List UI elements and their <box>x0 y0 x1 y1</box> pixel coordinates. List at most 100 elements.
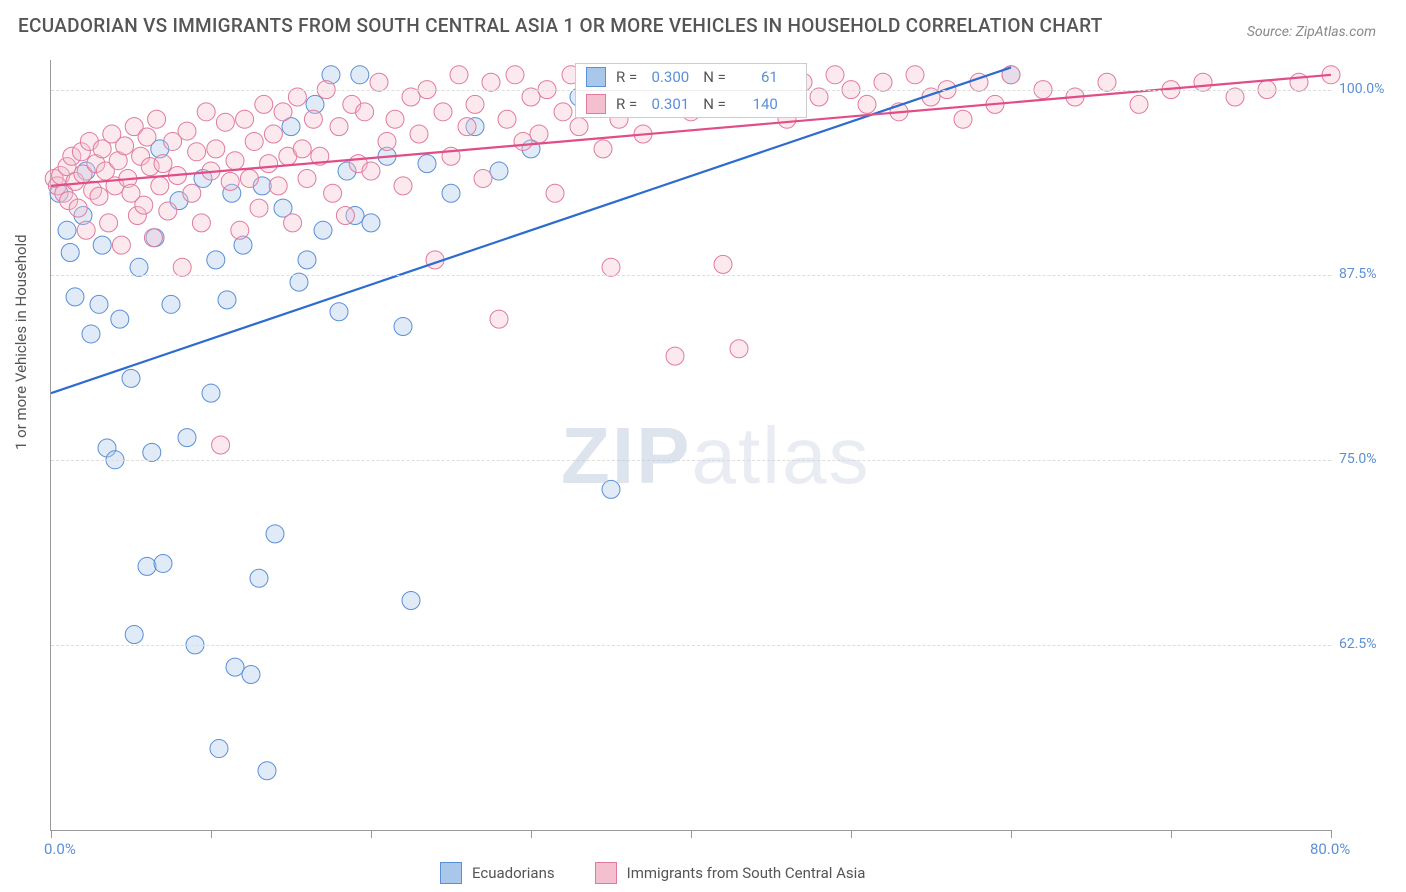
data-point <box>116 137 134 155</box>
data-point <box>226 658 244 676</box>
data-point <box>162 295 180 313</box>
data-point <box>304 110 322 128</box>
chart-title: ECUADORIAN VS IMMIGRANTS FROM SOUTH CENT… <box>18 14 1103 37</box>
data-point <box>356 103 374 121</box>
data-point <box>394 177 412 195</box>
legend-n-label: N = <box>703 95 726 113</box>
legend-r-label: R = <box>616 68 637 86</box>
data-point <box>554 103 572 121</box>
data-point <box>178 429 196 447</box>
data-point <box>490 310 508 328</box>
gridline-h <box>51 460 1331 461</box>
x-tick <box>1011 830 1012 838</box>
data-point <box>810 88 828 106</box>
data-point <box>122 369 140 387</box>
data-point <box>58 221 76 239</box>
x-tick <box>51 830 52 838</box>
data-point <box>130 258 148 276</box>
data-point <box>418 155 436 173</box>
legend-series-name: Immigrants from South Central Asia <box>627 864 866 882</box>
data-point <box>378 132 396 150</box>
data-point <box>61 244 79 262</box>
data-point <box>240 169 258 187</box>
data-point <box>1098 73 1116 91</box>
data-point <box>154 155 172 173</box>
data-point <box>362 214 380 232</box>
data-point <box>269 177 287 195</box>
data-point <box>1226 88 1244 106</box>
trend-line <box>51 67 1011 393</box>
legend-swatch <box>586 67 606 87</box>
data-point <box>386 110 404 128</box>
data-point <box>173 258 191 276</box>
data-point <box>482 73 500 91</box>
data-point <box>135 196 153 214</box>
data-point <box>442 184 460 202</box>
data-point <box>351 66 369 84</box>
data-point <box>602 480 620 498</box>
y-tick-label: 87.5% <box>1339 266 1377 282</box>
data-point <box>138 128 156 146</box>
data-point <box>111 310 129 328</box>
data-point <box>154 554 172 572</box>
data-point <box>666 347 684 365</box>
data-point <box>530 125 548 143</box>
legend-r-value: 0.300 <box>637 68 689 86</box>
data-point <box>242 666 260 684</box>
correlation-legend: R =0.300N =61R =0.301N =140 <box>575 63 807 118</box>
legend-swatch <box>440 862 462 884</box>
data-point <box>197 103 215 121</box>
data-point <box>336 206 354 224</box>
data-point <box>602 258 620 276</box>
data-point <box>90 295 108 313</box>
data-point <box>290 273 308 291</box>
data-point <box>314 221 332 239</box>
data-point <box>192 214 210 232</box>
data-point <box>490 162 508 180</box>
legend-n-value: 61 <box>726 68 778 86</box>
data-point <box>231 221 249 239</box>
data-point <box>284 214 302 232</box>
data-point <box>93 236 111 254</box>
data-point <box>144 229 162 247</box>
x-tick <box>211 830 212 838</box>
data-point <box>330 118 348 136</box>
data-point <box>100 214 118 232</box>
data-point <box>506 66 524 84</box>
data-point <box>324 184 342 202</box>
gridline-h <box>51 645 1331 646</box>
data-point <box>188 143 206 161</box>
legend-item: Immigrants from South Central Asia <box>595 862 866 884</box>
data-point <box>546 184 564 202</box>
data-point <box>522 88 540 106</box>
legend-n-label: N = <box>703 68 726 86</box>
data-point <box>221 172 239 190</box>
data-point <box>125 626 143 644</box>
x-tick <box>851 830 852 838</box>
data-point <box>258 762 276 780</box>
data-point <box>402 88 420 106</box>
data-point <box>138 557 156 575</box>
data-point <box>570 118 588 136</box>
data-point <box>730 340 748 358</box>
x-tick-label-max: 80.0% <box>1310 840 1350 858</box>
data-point <box>402 591 420 609</box>
data-point <box>260 155 278 173</box>
data-point <box>212 436 230 454</box>
data-point <box>69 199 87 217</box>
data-point <box>450 66 468 84</box>
data-point <box>274 103 292 121</box>
data-point <box>266 525 284 543</box>
data-point <box>434 103 452 121</box>
data-point <box>143 443 161 461</box>
data-point <box>207 251 225 269</box>
x-tick-label-min: 0.0% <box>44 840 76 858</box>
legend-n-value: 140 <box>726 95 778 113</box>
data-point <box>210 740 228 758</box>
data-point <box>216 113 234 131</box>
data-point <box>288 88 306 106</box>
data-point <box>370 73 388 91</box>
data-point <box>255 95 273 113</box>
data-point <box>906 66 924 84</box>
data-point <box>178 122 196 140</box>
